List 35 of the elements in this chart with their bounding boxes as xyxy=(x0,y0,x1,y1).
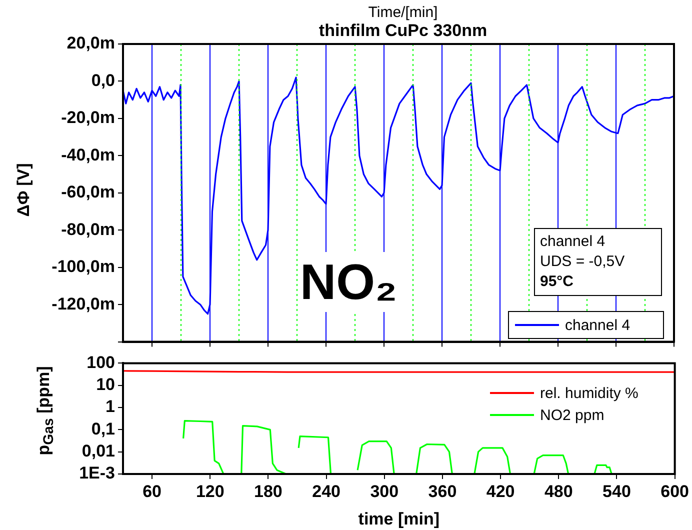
legend-label: rel. humidity % xyxy=(540,384,638,402)
legend-label: channel 4 xyxy=(565,316,630,334)
y-tick-label: -60,0m xyxy=(61,182,115,202)
annotation: UDS = -0,5V xyxy=(540,252,626,272)
x-tick-label: 360 xyxy=(428,482,457,501)
annotation: channel 4 xyxy=(540,232,606,252)
x-tick-label: 60 xyxy=(142,482,162,501)
x-tick-label: 240 xyxy=(312,482,340,501)
x-tick-label: 120 xyxy=(196,482,224,501)
x-tick-label: 420 xyxy=(486,482,515,501)
y-tick-label: 1 xyxy=(106,397,115,416)
y-tick-label: -100,0m xyxy=(52,257,115,276)
x-tick-label: 180 xyxy=(254,482,282,501)
y-tick-label: 0,01 xyxy=(82,442,115,461)
x-tick-label: 600 xyxy=(660,482,690,501)
x-tick-label: 480 xyxy=(544,482,573,501)
y-tick-label: 0,1 xyxy=(91,419,115,438)
x2-axis-title: Time/[min] xyxy=(367,4,439,21)
annotation: NO₂ xyxy=(298,252,400,312)
x-axis-title: time [min] xyxy=(358,509,440,528)
y-axis-title: ΔΦ [V] xyxy=(14,163,34,217)
x-tick-label: 300 xyxy=(370,482,399,501)
chart-title: thinfilm CuPc 330nm xyxy=(318,21,488,40)
y-tick-label: -80,0m xyxy=(61,220,115,239)
y-tick-label: -40,0m xyxy=(61,145,115,164)
y-tick-label: 0,0 xyxy=(91,70,115,90)
y-tick-label: 20,0m xyxy=(66,34,115,53)
y-tick-label: 100 xyxy=(86,352,115,372)
y-tick-label: 10 xyxy=(96,375,115,394)
y-tick-label: -120,0m xyxy=(52,294,115,314)
x-tick-label: 540 xyxy=(602,482,631,501)
y-tick-label: 1E-3 xyxy=(79,464,115,483)
y-tick-label: -20,0m xyxy=(61,108,115,128)
annotation: 95°C xyxy=(540,272,575,292)
legend-label: NO2 ppm xyxy=(540,406,604,424)
